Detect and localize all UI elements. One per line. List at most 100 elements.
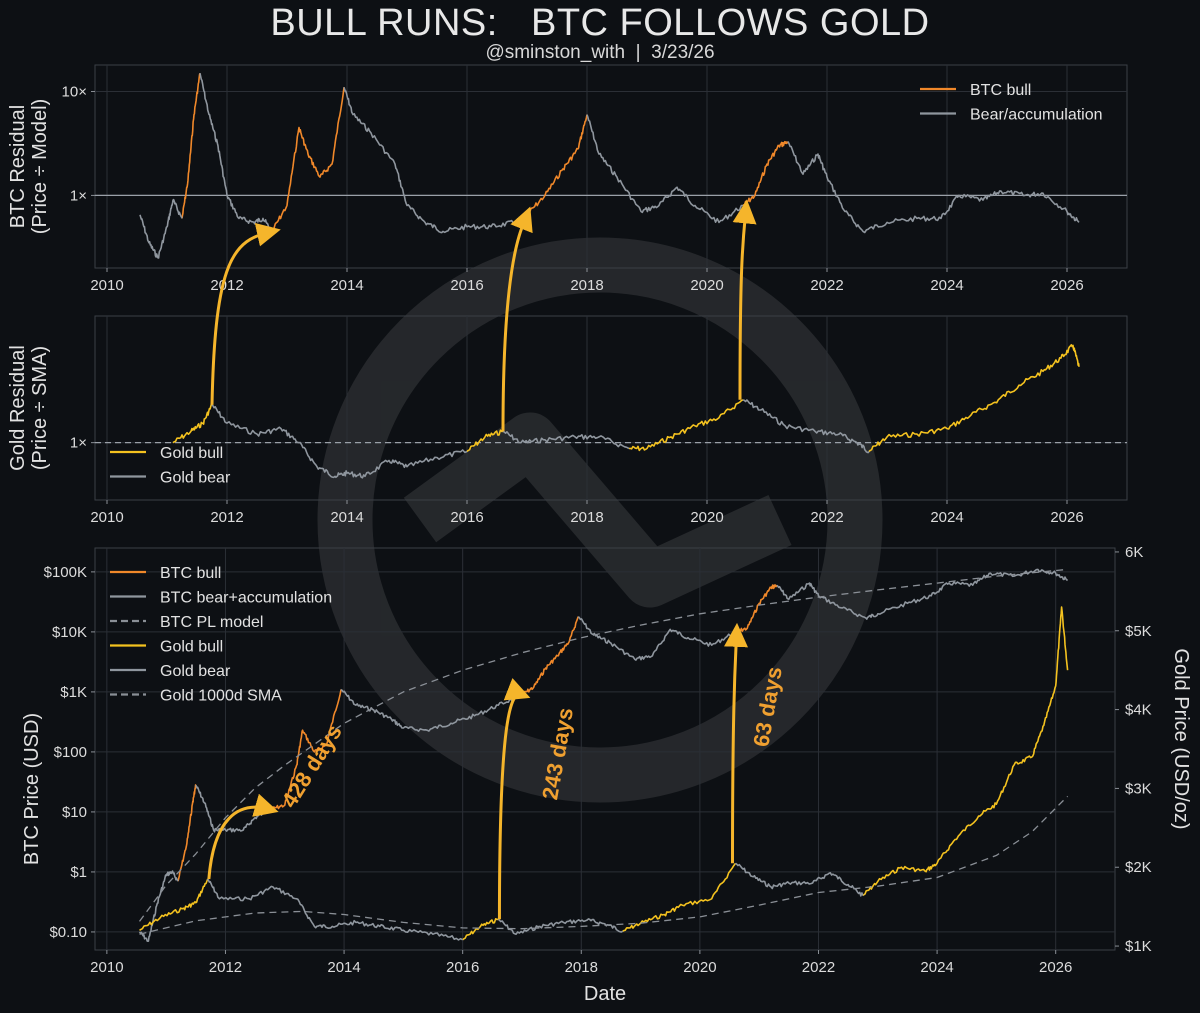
series-line-btc-bear-accumulation [138, 870, 179, 942]
series-line-btc-bear-accumulation [577, 616, 736, 661]
series-line-bear-accumulation [139, 198, 183, 259]
series-line-gold-bear [497, 918, 624, 935]
series-line-gold-bull [868, 344, 1080, 453]
series-line-btc-bull [521, 616, 580, 696]
x-tick-label: 2022 [810, 509, 843, 526]
x-tick-label: 2022 [802, 959, 835, 976]
y-axis-label-right: Gold Price (USD/oz) [1170, 648, 1192, 829]
y-axis-label: BTC Residual [7, 105, 29, 228]
series-line-gold-bull [862, 606, 1069, 897]
y-tick-label: 1× [70, 187, 87, 204]
annotation-label: 428 days [276, 720, 346, 812]
x-tick-label: 2010 [90, 959, 123, 976]
series-line-bear-accumulation [586, 114, 743, 224]
y-tick-label: $0.10 [49, 924, 87, 941]
chart-title: BULL RUNS: BTC FOLLOWS GOLD [270, 2, 930, 44]
y-tick-label: $10 [62, 804, 87, 821]
x-tick-label: 2016 [450, 277, 483, 294]
x-tick-label: 2016 [450, 509, 483, 526]
x-tick-label: 2026 [1050, 509, 1083, 526]
chart-subtitle: @sminston_with | 3/23/26 [485, 42, 715, 63]
y-right-tick-label: $1K [1125, 938, 1152, 955]
x-tick-label: 2014 [327, 959, 360, 976]
plot-frame [94, 547, 1116, 951]
x-tick-label: 2022 [810, 277, 843, 294]
series-line-btc-bull [181, 72, 201, 219]
y-axis-label: BTC Price (USD) [21, 713, 43, 865]
x-tick-label: 2018 [570, 509, 603, 526]
x-tick-label: 2024 [930, 277, 963, 294]
x-tick-label: 2010 [90, 509, 123, 526]
watermark-logo [317, 237, 883, 803]
arrow-2011 [210, 222, 281, 405]
x-tick-label: 2010 [90, 277, 123, 294]
x-tick-label: 2020 [683, 959, 716, 976]
series-line-gold-bull [622, 862, 737, 932]
x-tick-label: 2024 [920, 959, 953, 976]
legend-entry: BTC bull [970, 82, 1031, 99]
panel-btc_residual: 2010 2012 2014 2016 2018 2020 2022 2024 2026 10× 1… [7, 64, 1128, 294]
series-line-gold-bear [735, 862, 864, 897]
y-right-tick-label: $4K [1125, 702, 1152, 719]
y-tick-label: 1× [70, 435, 87, 452]
plot-frame [94, 64, 1128, 269]
panel-gold_residual: 2010 2012 2014 2016 2018 2020 2022 2024 2026 1× Go… [7, 315, 1128, 526]
y-axis-label: (Price ÷ Model) [29, 99, 51, 234]
series-line-btc-bear-accumulation [195, 784, 271, 833]
series-line-gold-bull [139, 878, 209, 931]
y-right-tick-label: 6K [1125, 544, 1143, 561]
x-tick-label: 2016 [446, 959, 479, 976]
series-line-btc-bull [735, 584, 778, 633]
x-tick-label: 2014 [330, 277, 363, 294]
series-line-gold-1000d-sma [139, 795, 1069, 935]
arrow-bottom-2016 [497, 678, 531, 920]
series-line-btc-bull [271, 87, 345, 232]
y-tick-label: $100 [54, 744, 87, 761]
series-line-gold-bear [742, 399, 870, 454]
legend-entry: Gold bear [160, 470, 231, 487]
series-line-gold-bear [502, 430, 630, 450]
y-right-tick-label: $2K [1125, 859, 1152, 876]
y-tick-label: $10K [52, 624, 87, 641]
y-axis-label: Gold Residual [7, 345, 29, 471]
legend-entry: Gold bear [160, 663, 231, 680]
series-line-bear-accumulation [343, 86, 528, 234]
series-line-bear-accumulation [787, 141, 1080, 234]
x-tick-label: 2020 [690, 277, 723, 294]
series-line-btc-bear-accumulation [776, 568, 1069, 620]
series-line-btc-bull [269, 689, 342, 811]
x-tick-label: 2018 [565, 959, 598, 976]
x-tick-label: 2012 [210, 509, 243, 526]
series-line-bear-accumulation [199, 73, 273, 233]
legend-entry: BTC bear+accumulation [160, 590, 332, 607]
x-tick-label: 2018 [570, 277, 603, 294]
x-tick-label: 2020 [690, 509, 723, 526]
series-line-btc-bull [177, 784, 197, 882]
series-line-gold-bull [462, 918, 499, 941]
arrow-bottom-2011 [207, 793, 279, 880]
y-tick-label: $1 [70, 864, 87, 881]
x-tick-label: 2024 [930, 509, 963, 526]
series-line-gold-bull [628, 399, 744, 452]
series-line-gold-bull [466, 429, 504, 453]
legend-entry: Bear/accumulation [970, 107, 1103, 124]
legend-entry: BTC PL model [160, 614, 263, 631]
series-line-gold-bear [207, 878, 464, 941]
series-line-gold-bear [211, 404, 468, 479]
plot-frame [94, 315, 1128, 501]
x-tick-label: 2026 [1039, 959, 1072, 976]
series-line-btc-bull [742, 140, 789, 207]
x-tick-label: 2012 [210, 277, 243, 294]
series-line-btc-bull [526, 114, 588, 216]
series-line-btc-pl-model [138, 568, 1068, 922]
legend-entry: BTC bull [160, 565, 221, 582]
series-line-btc-bear-accumulation [340, 688, 523, 732]
legend-entry: Gold bull [160, 639, 223, 656]
legend-entry: Gold bull [160, 445, 223, 462]
x-tick-label: 2026 [1050, 277, 1083, 294]
y-tick-label: $100K [44, 564, 87, 581]
x-axis-label: Date [584, 983, 626, 1005]
arrow-2016 [501, 206, 533, 432]
legend-entry: Gold 1000d SMA [160, 688, 282, 705]
